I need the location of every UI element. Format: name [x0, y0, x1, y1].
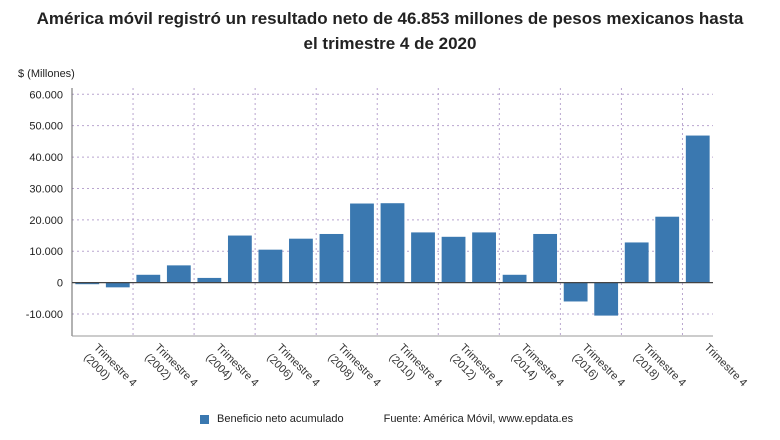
- bar: [105, 282, 130, 288]
- x-tick-label: Trimestre 4(2010): [386, 342, 443, 399]
- bar: [472, 232, 496, 283]
- bar: [197, 277, 222, 283]
- legend: Beneficio neto acumulado Fuente: América…: [200, 413, 573, 425]
- bar: [380, 203, 405, 283]
- source-note: Fuente: América Móvil, www.epdata.es: [383, 413, 574, 425]
- bar: [289, 238, 313, 283]
- bar: [227, 235, 252, 283]
- bar: [594, 282, 619, 316]
- bar: [655, 216, 680, 283]
- bar: [258, 249, 283, 283]
- y-axis-label: $ (Millones): [18, 68, 75, 80]
- x-tick-label-line: Trimestre 4: [702, 342, 750, 390]
- bar: [136, 274, 161, 283]
- y-tick-label: -10.000: [26, 309, 63, 321]
- x-tick-label: Trimestre 4(2018): [631, 342, 688, 399]
- x-tick-label: Trimestre 4(2016): [570, 342, 627, 399]
- bar: [75, 282, 100, 285]
- legend-swatch: [200, 414, 209, 424]
- bar: [166, 265, 191, 283]
- y-tick-label: 20.000: [29, 215, 63, 227]
- bar: [411, 232, 435, 283]
- chart-title-line-2: el trimestre 4 de 2020: [303, 34, 477, 53]
- legend-label: Beneficio neto acumulado: [217, 413, 344, 425]
- bar: [624, 242, 649, 283]
- x-tick-label: Trimestre 4(2000): [81, 342, 138, 399]
- y-tick-label: 10.000: [29, 246, 63, 258]
- x-tick-label: Trimestre 4(2002): [142, 342, 199, 399]
- bar: [563, 282, 588, 302]
- chart-title: América móvil registró un resultado neto…: [0, 6, 780, 56]
- y-tick-label: 40.000: [29, 152, 63, 164]
- chart-title-line-1: América móvil registró un resultado neto…: [36, 9, 744, 28]
- y-tick-label: 50.000: [29, 121, 63, 133]
- bar: [350, 203, 374, 283]
- y-tick-label: 30.000: [29, 183, 63, 195]
- bar: [502, 274, 527, 283]
- x-tick-label: Trimestre 4(2012): [448, 342, 505, 399]
- x-tick-label: Trimestre 4(2014): [509, 342, 566, 399]
- x-tick-label: Trimestre 4: [702, 342, 750, 390]
- x-tick-label: Trimestre 4(2004): [203, 342, 260, 399]
- x-tick-label: Trimestre 4(2008): [325, 342, 382, 399]
- bar: [441, 236, 466, 283]
- bar: [685, 135, 710, 283]
- y-tick-label: 60.000: [29, 89, 63, 101]
- bar: [533, 233, 558, 283]
- x-tick-label: Trimestre 4(2006): [264, 342, 321, 399]
- y-tick-label: 0: [57, 278, 63, 290]
- bar: [319, 233, 344, 283]
